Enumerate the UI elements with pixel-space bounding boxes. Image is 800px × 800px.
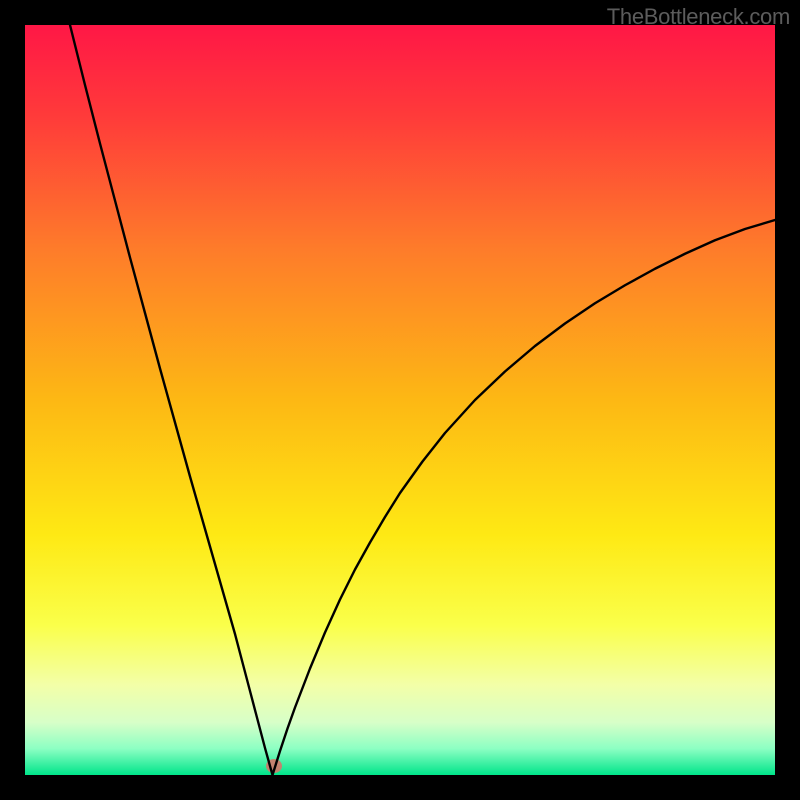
chart-svg	[0, 0, 800, 800]
plot-background	[25, 25, 775, 775]
bottleneck-chart: TheBottleneck.com	[0, 0, 800, 800]
watermark-text: TheBottleneck.com	[607, 4, 790, 30]
